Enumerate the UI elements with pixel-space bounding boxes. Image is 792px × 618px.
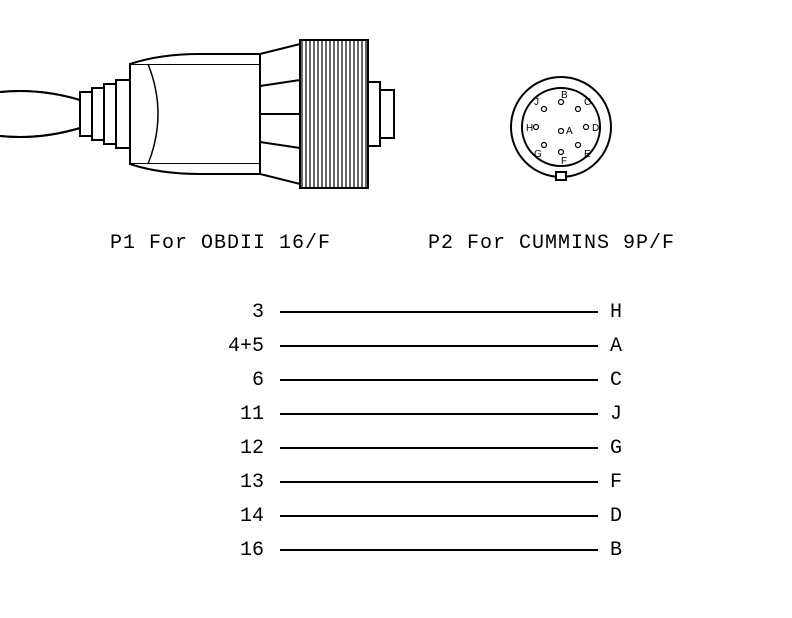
p1-pin: 13 <box>210 471 272 494</box>
p2-pin: C <box>606 369 630 392</box>
p2-pin: J <box>606 403 630 426</box>
pin-a <box>559 129 564 134</box>
pin-label-b: B <box>561 90 568 101</box>
pin-mapping-table: 3H4+5A6C11J12G13F14D16B <box>210 295 630 567</box>
mapping-line <box>280 379 598 381</box>
p1-pin: 12 <box>210 437 272 460</box>
pin-f <box>559 150 564 155</box>
pin-label-h: H <box>526 123 533 134</box>
mapping-line <box>280 447 598 449</box>
p1-pin: 14 <box>210 505 272 528</box>
mapping-line <box>280 413 598 415</box>
pin-label-j: J <box>534 97 539 108</box>
p2-pin: B <box>606 539 630 562</box>
pin-label-f: F <box>561 156 567 167</box>
p1-pin: 3 <box>210 301 272 324</box>
table-row: 16 B <box>210 533 630 567</box>
pin-c <box>576 107 581 112</box>
pin-d <box>584 125 589 130</box>
obdii-connector-icon <box>0 30 440 190</box>
pin-label-e: E <box>584 149 591 160</box>
mapping-line <box>280 515 598 517</box>
pin-h <box>534 125 539 130</box>
pin-label-g: G <box>534 149 542 160</box>
table-row: 6C <box>210 363 630 397</box>
pin-e <box>576 143 581 148</box>
p2-pin: A <box>606 335 630 358</box>
p2-header: P2 For CUMMINS 9P/F <box>428 232 675 255</box>
p2-pin: G <box>606 437 630 460</box>
p1-pin: 6 <box>210 369 272 392</box>
table-row: 11 J <box>210 397 630 431</box>
p2-pin: H <box>606 301 630 324</box>
pin-label-a: A <box>566 126 573 137</box>
pin-j <box>542 107 547 112</box>
p1-pin: 16 <box>210 539 272 562</box>
pin-label-c: C <box>584 97 591 108</box>
pin-label-d: D <box>592 123 599 134</box>
mapping-line <box>280 311 598 313</box>
p1-pin: 4+5 <box>210 335 272 358</box>
table-row: 12 G <box>210 431 630 465</box>
p1-pin: 11 <box>210 403 272 426</box>
pin-g <box>542 143 547 148</box>
mapping-line <box>280 345 598 347</box>
connector-area: A B C D E F G H J <box>0 30 792 185</box>
mapping-line <box>280 549 598 551</box>
p2-pin: D <box>606 505 630 528</box>
table-row: 13 F <box>210 465 630 499</box>
p1-header: P1 For OBDII 16/F <box>110 232 331 255</box>
table-row: 3H <box>210 295 630 329</box>
table-row: 14 D <box>210 499 630 533</box>
cummins-9pin-connector-icon: A B C D E F G H J <box>496 62 626 192</box>
p2-pin: F <box>606 471 630 494</box>
table-row: 4+5 A <box>210 329 630 363</box>
mapping-line <box>280 481 598 483</box>
